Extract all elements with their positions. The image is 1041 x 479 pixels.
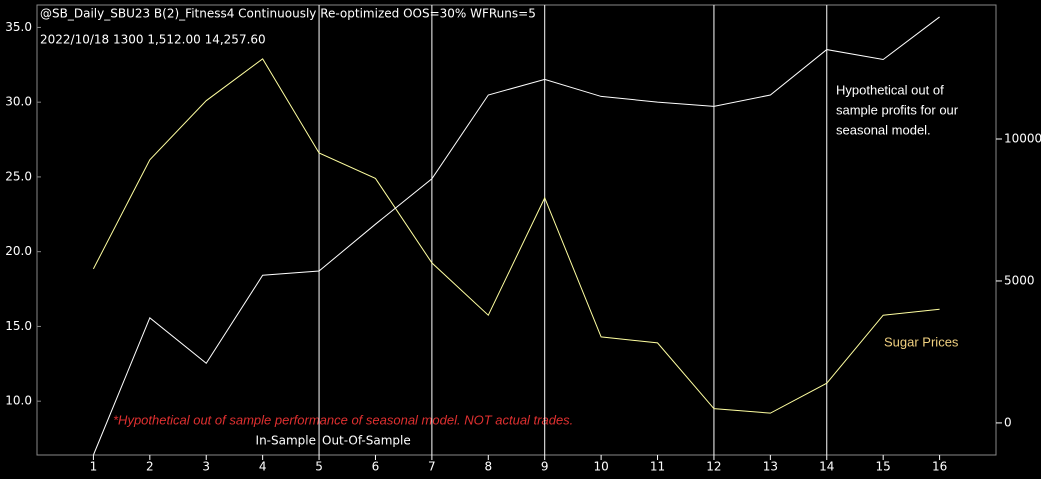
out-of-sample-label: Out-Of-Sample	[322, 434, 411, 448]
x-tick-label: 7	[428, 460, 436, 474]
y2-tick-label: 5000	[1004, 273, 1035, 287]
x-tick-label: 14	[819, 460, 834, 474]
y-tick-label: 20.0	[5, 244, 32, 258]
x-tick-label: 3	[202, 460, 210, 474]
chart-subtitle: 2022/10/18 1300 1,512.00 14,257.60	[40, 33, 266, 47]
x-tick-label: 16	[932, 460, 947, 474]
y-tick-label: 25.0	[5, 169, 32, 183]
y-tick-label: 30.0	[5, 95, 32, 109]
x-tick-label: 2	[146, 460, 154, 474]
in-sample-label: In-Sample	[256, 434, 316, 448]
x-tick-label: 13	[763, 460, 778, 474]
profits-note: seasonal model.	[836, 122, 931, 137]
x-tick-label: 5	[315, 460, 323, 474]
x-tick-label: 8	[484, 460, 492, 474]
x-tick-label: 12	[706, 460, 721, 474]
y2-tick-label: 10000	[1004, 132, 1041, 146]
x-tick-label: 11	[650, 460, 665, 474]
y-tick-label: 15.0	[5, 319, 32, 333]
series-line	[92, 16, 940, 456]
plot-frame	[36, 4, 997, 456]
y-tick-label: 35.0	[5, 20, 32, 34]
profits-note: Hypothetical out of	[836, 82, 944, 97]
x-tick-label: 4	[259, 460, 267, 474]
chart-title: @SB_Daily_SBU23 B(2)_Fitness4 Continuous…	[40, 7, 536, 21]
x-tick-label: 10	[593, 460, 608, 474]
x-tick-label: 9	[541, 460, 549, 474]
profits-note: sample profits for our	[836, 102, 959, 117]
x-tick-label: 1	[90, 460, 98, 474]
x-tick-label: 15	[876, 460, 891, 474]
disclaimer: *Hypothetical out of sample performance …	[113, 412, 573, 427]
x-tick-label: 6	[372, 460, 380, 474]
y2-tick-label: 0	[1004, 415, 1012, 429]
series-line	[92, 58, 940, 414]
y-tick-label: 10.0	[5, 394, 32, 408]
series-label: Sugar Prices	[884, 334, 959, 349]
